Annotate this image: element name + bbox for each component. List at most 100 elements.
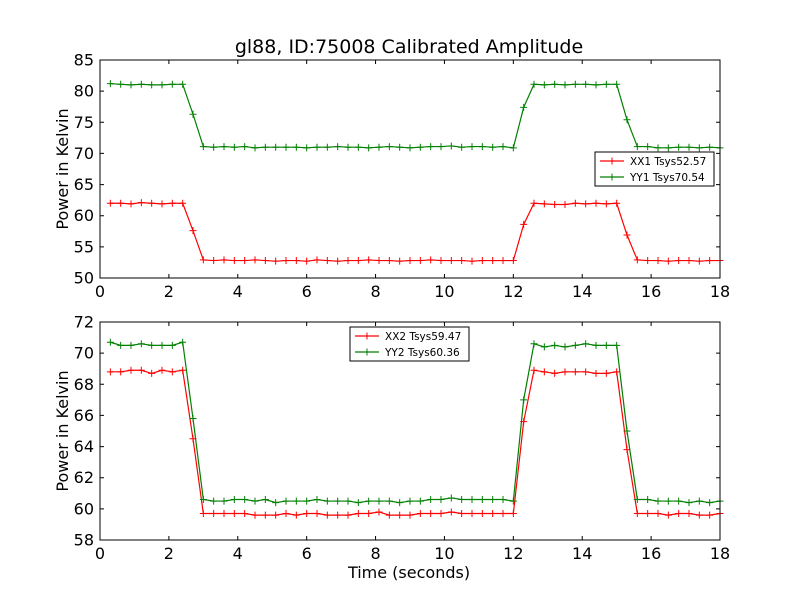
data-point	[313, 496, 321, 504]
data-point	[530, 80, 538, 88]
data-point	[158, 200, 166, 208]
data-point	[499, 496, 507, 504]
data-point	[406, 511, 414, 519]
data-point	[633, 143, 641, 151]
top-panel: 0 2 4 6 8 10 12 14 16 18 50 55 60 65 70 75 80 85 XX1 Tsys5…	[74, 51, 731, 302]
data-point	[241, 510, 249, 518]
data-point	[427, 256, 435, 264]
data-point	[344, 497, 352, 505]
data-point	[303, 510, 311, 518]
data-point	[458, 143, 466, 151]
data-point	[489, 496, 497, 504]
data-point	[675, 257, 683, 265]
data-point	[158, 341, 166, 349]
data-point	[272, 143, 280, 151]
x-tick-label: 14	[572, 544, 592, 563]
data-point	[230, 257, 238, 265]
data-point	[303, 144, 311, 152]
data-point	[199, 510, 207, 518]
data-point	[613, 368, 621, 376]
data-point	[530, 340, 538, 348]
data-point	[323, 497, 331, 505]
data-point	[210, 143, 218, 151]
data-point	[334, 257, 342, 265]
x-tick-label: 16	[641, 282, 661, 301]
data-point	[427, 510, 435, 518]
data-point	[540, 200, 548, 208]
data-point	[292, 257, 300, 265]
data-point	[106, 368, 114, 376]
data-point	[241, 496, 249, 504]
data-point	[117, 368, 125, 376]
data-point	[664, 511, 672, 519]
data-point	[396, 499, 404, 507]
legend-marker	[608, 157, 616, 165]
x-tick-label: 4	[233, 544, 243, 563]
data-point	[313, 510, 321, 518]
data-point	[520, 103, 528, 111]
data-point	[220, 143, 228, 151]
y-tick-label: 60	[74, 206, 94, 225]
legend-label: YY1 Tsys70.54	[629, 172, 705, 184]
data-point	[323, 257, 331, 265]
y-tick-label: 85	[74, 51, 94, 70]
data-point	[354, 499, 362, 507]
top-ylabel: Power in Kelvin	[53, 108, 72, 229]
data-point	[644, 257, 652, 265]
data-point	[220, 497, 228, 505]
data-point	[644, 143, 652, 151]
x-tick-label: 4	[233, 282, 243, 301]
data-point	[272, 511, 280, 519]
data-point	[540, 343, 548, 351]
series-markers-2	[106, 80, 724, 152]
data-point	[592, 341, 600, 349]
series-line-1	[110, 202, 720, 262]
legend-box	[349, 326, 470, 362]
data-point	[437, 143, 445, 151]
data-point	[396, 511, 404, 519]
data-point	[633, 496, 641, 504]
data-point	[602, 341, 610, 349]
x-tick-label: 6	[302, 282, 312, 301]
series-line-2	[110, 83, 721, 149]
data-point	[592, 81, 600, 89]
series-markers-2	[106, 338, 724, 507]
legend: XX2 Tsys59.47 YY2 Tsys60.36	[349, 326, 470, 362]
data-point	[158, 81, 166, 89]
legend-marker	[363, 348, 371, 356]
data-point	[437, 257, 445, 265]
data-point	[261, 496, 269, 504]
data-point	[292, 497, 300, 505]
data-point	[344, 511, 352, 519]
data-point	[127, 366, 135, 374]
data-point	[706, 257, 714, 265]
data-point	[375, 257, 383, 265]
data-point	[633, 256, 641, 264]
x-tick-label: 0	[95, 544, 105, 563]
data-point	[602, 369, 610, 377]
data-point	[199, 143, 207, 151]
data-point	[654, 257, 662, 265]
legend-label: XX1 Tsys52.57	[630, 156, 706, 168]
data-point	[199, 496, 207, 504]
legend-label: YY2 Tsys60.36	[384, 347, 460, 359]
data-point	[540, 81, 548, 89]
data-point	[189, 227, 197, 235]
x-tick-label: 12	[503, 282, 523, 301]
data-point	[509, 257, 517, 265]
data-point	[561, 343, 569, 351]
data-point	[189, 110, 197, 118]
data-point	[251, 256, 259, 264]
data-point	[241, 257, 249, 265]
data-point	[695, 497, 703, 505]
data-point	[613, 199, 621, 207]
data-point	[416, 497, 424, 505]
data-point	[561, 201, 569, 209]
data-point	[695, 511, 703, 519]
x-tick-label: 2	[164, 282, 174, 301]
data-point	[354, 510, 362, 518]
data-point	[416, 510, 424, 518]
x-tick-label: 16	[641, 544, 661, 563]
data-point	[106, 80, 114, 88]
data-point	[251, 497, 259, 505]
